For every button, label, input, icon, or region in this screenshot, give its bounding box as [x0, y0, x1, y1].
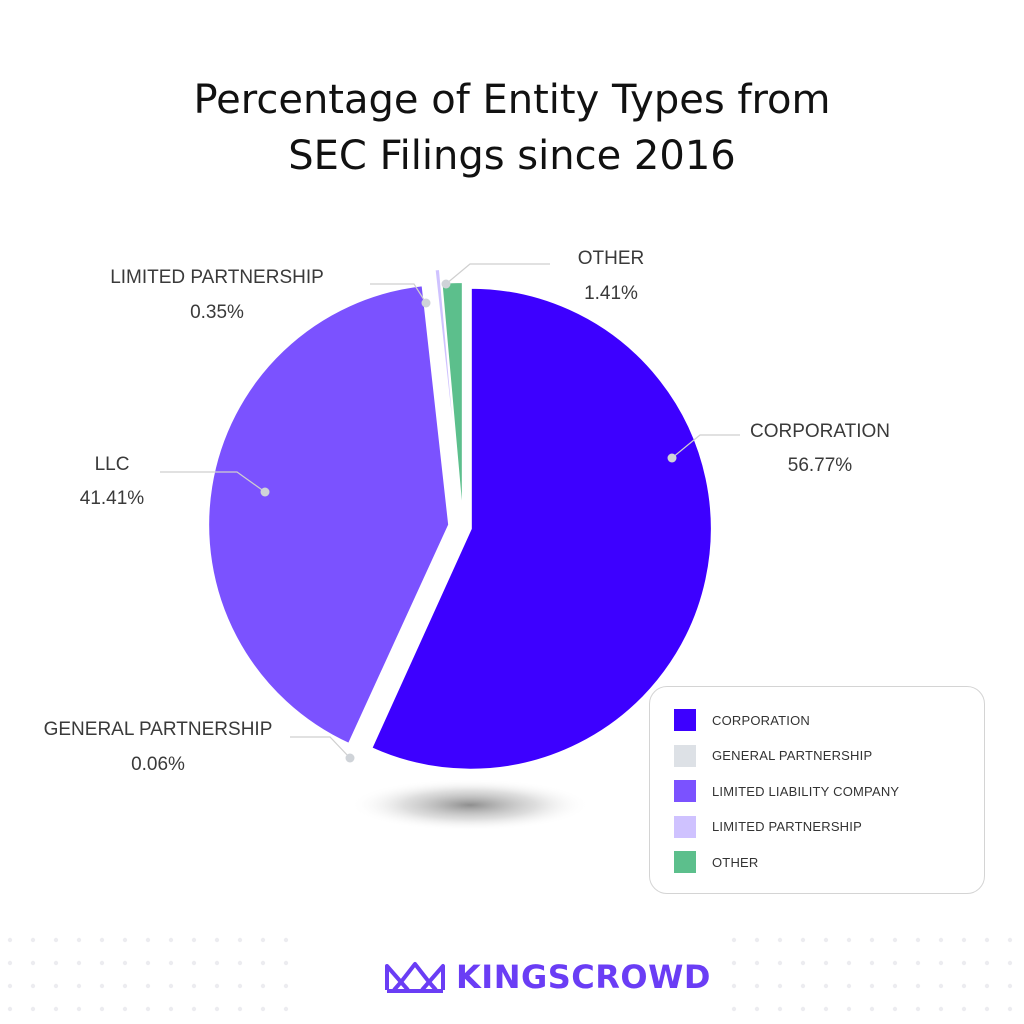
pie-slice-general-partnership	[359, 530, 463, 752]
slice-value-label: 56.77%	[788, 455, 853, 476]
leader-line	[671, 434, 740, 459]
pie-slice-llc	[207, 284, 451, 746]
legend-item: LIMITED PARTNERSHIP	[674, 815, 862, 839]
legend-swatch	[674, 709, 696, 731]
leader-line	[445, 263, 550, 285]
logo: KINGSCROWD	[384, 957, 711, 997]
leader-line	[370, 283, 427, 304]
legend-item: GENERAL PARTNERSHIP	[674, 744, 872, 768]
legend-label: CORPORATION	[712, 712, 811, 728]
slice-label: LIMITED PARTNERSHIP	[110, 267, 324, 288]
crown-icon	[385, 962, 445, 993]
pie-slice-corporation	[370, 286, 713, 771]
chart-title: Percentage of Entity Types from SEC Fili…	[0, 72, 1024, 184]
slice-value-label: 0.35%	[190, 302, 244, 323]
leader-dot	[421, 298, 431, 308]
legend-swatch	[674, 780, 696, 802]
legend-swatch	[674, 851, 696, 873]
slice-label: LLC	[95, 454, 130, 475]
legend-label: GENERAL PARTNERSHIP	[712, 748, 873, 763]
chart-title-line-1: Percentage of Entity Types from	[193, 77, 831, 123]
chart-title-line-2: SEC Filings since 2016	[288, 133, 736, 179]
slice-label: GENERAL PARTNERSHIP	[44, 719, 273, 740]
decorative-dot-grid	[7, 937, 1013, 1012]
leader-line	[160, 471, 266, 493]
leader-dot	[441, 279, 451, 289]
leader-line	[290, 736, 351, 759]
legend-item: OTHER	[674, 850, 759, 874]
pie-slice-limited-partnership	[433, 267, 463, 510]
slice-label: CORPORATION	[750, 421, 890, 442]
slice-value-label: 0.06%	[131, 754, 185, 775]
legend-item: LIMITED LIABILITY COMPANY	[674, 779, 899, 803]
legend: CORPORATION GENERAL PARTNERSHIP LIMITED LI…	[649, 686, 985, 894]
slice-value-label: 1.41%	[584, 283, 638, 304]
slice-value-label: 41.41%	[80, 488, 145, 509]
legend-label: LIMITED LIABILITY COMPANY	[712, 783, 900, 799]
slice-label: OTHER	[578, 248, 645, 269]
legend-label: LIMITED PARTNERSHIP	[712, 819, 862, 834]
leader-dot	[667, 453, 677, 463]
leader-dot	[260, 487, 270, 497]
pie-slice-other	[440, 281, 464, 524]
legend-swatch	[674, 744, 696, 767]
leader-dot	[345, 753, 355, 763]
legend-item: CORPORATION	[674, 708, 810, 732]
legend-swatch	[674, 815, 696, 838]
logo-text: KINGSCROWD	[456, 958, 711, 996]
legend-label: OTHER	[712, 854, 759, 870]
pie-shadow	[350, 779, 590, 831]
